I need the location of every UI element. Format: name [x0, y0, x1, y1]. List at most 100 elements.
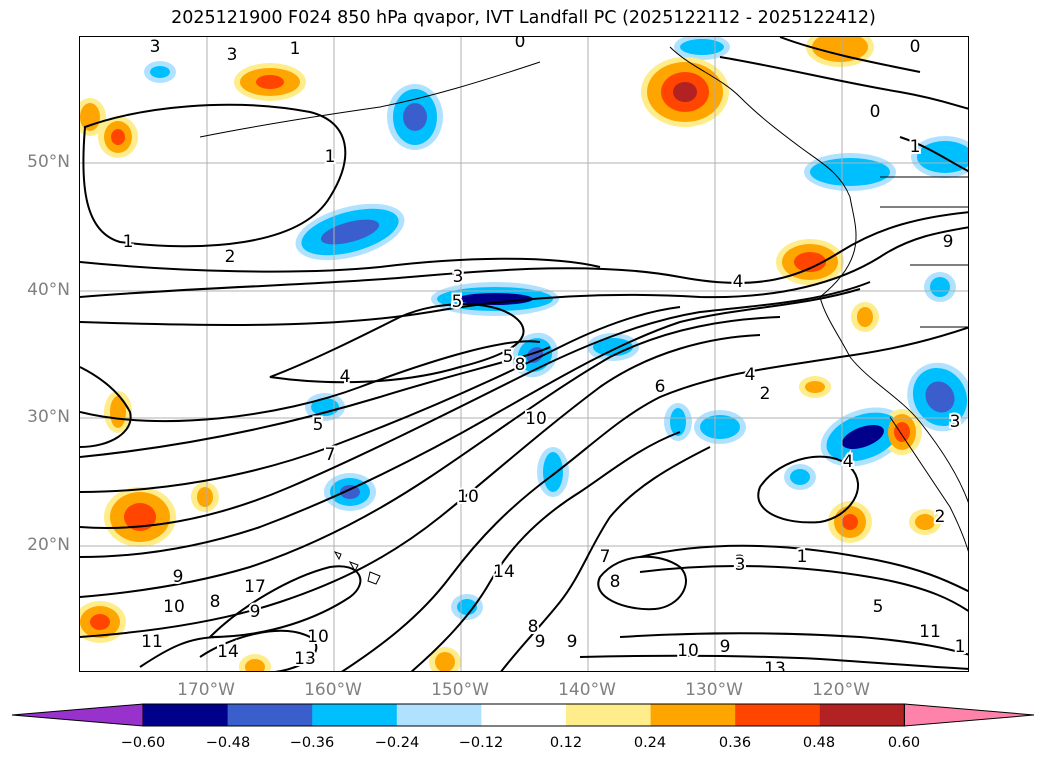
- colorbar-tick-label: −0.24: [374, 735, 420, 751]
- ivt-contour-line: [597, 555, 687, 611]
- colorbar-frame: [142, 703, 905, 727]
- ivt-contour-line: [639, 565, 968, 612]
- qvapor-fill-blob: [857, 307, 873, 327]
- contour-label: 9: [567, 632, 578, 652]
- lat-label: 30°N: [27, 407, 70, 427]
- qvapor-fill-blob: [457, 293, 533, 305]
- contour-label: 0: [870, 102, 881, 122]
- qvapor-fill-blob: [670, 408, 686, 436]
- coastline-path: [889, 416, 968, 552]
- coastline-path: [333, 551, 381, 585]
- qvapor-fill-blob: [812, 37, 868, 62]
- contour-label: 2: [935, 507, 946, 527]
- qvapor-fill-blob: [256, 75, 284, 89]
- contour-label: 5: [452, 292, 463, 312]
- coastline: [199, 46, 968, 585]
- qvapor-fill-blob: [124, 503, 156, 531]
- contour-label: 0: [515, 37, 526, 52]
- ivt-contour-line: [199, 629, 318, 671]
- colorbar-tick-label: 0.60: [887, 735, 921, 751]
- ivt-contour-line: [80, 288, 861, 558]
- colorbar-tick-label: 0.12: [549, 735, 583, 751]
- contour-label: 0: [910, 37, 921, 57]
- qvapor-fill-blob: [457, 599, 477, 615]
- contour-label: 4: [733, 272, 744, 292]
- contour-label: 8: [528, 617, 539, 637]
- ivt-contour-line: [639, 544, 968, 593]
- lon-label: 170°W: [177, 680, 235, 700]
- contour-label: 3: [227, 45, 238, 65]
- contour-label: 9: [535, 632, 546, 652]
- ivt-contour-line: [80, 226, 968, 326]
- colorbar-swatch: [481, 704, 567, 726]
- ivt-contour-line: [139, 636, 221, 668]
- ivt-contour-line: [341, 326, 968, 671]
- contour-label: 5: [313, 415, 324, 435]
- qvapor-fill-blob: [673, 82, 697, 102]
- colorbar-swatch: [312, 704, 398, 726]
- contour-label: 10: [307, 627, 329, 647]
- qvapor-fill-blob: [930, 277, 950, 297]
- colorbar: [11, 703, 1035, 727]
- qvapor-fill-blob: [245, 659, 265, 671]
- ivt-contour-line: [619, 632, 968, 656]
- contour-label: 1: [123, 232, 134, 252]
- colorbar-swatch: [735, 704, 821, 726]
- ivt-contour-line: [82, 103, 347, 248]
- ivt-contour-line: [80, 346, 551, 458]
- qvapor-fill-blob: [894, 422, 910, 442]
- qvapor-fill-blob: [435, 652, 455, 671]
- qvapor-fill-blob: [340, 485, 360, 499]
- ivt-contour-line: [579, 654, 968, 670]
- colorbar-tick-label: 0.48: [802, 735, 836, 751]
- qvapor-fill-blob: [805, 381, 825, 393]
- contour-label: 4: [843, 452, 854, 472]
- contour-label: 7: [325, 445, 336, 465]
- coastline-path: [199, 61, 541, 138]
- coastline-path: [669, 46, 968, 503]
- ivt-contour-line: [899, 136, 968, 173]
- contour-label: 3: [453, 267, 464, 287]
- colorbar-swatch: [396, 704, 482, 726]
- contour-label: 5: [503, 347, 514, 367]
- contour-label: 1: [910, 137, 921, 157]
- ivt-contour-line: [500, 446, 711, 671]
- colorbar-swatch: [143, 704, 229, 726]
- contour-label: 5: [873, 597, 884, 617]
- contour-label: 9: [943, 232, 954, 252]
- ivt-contour-line: [80, 316, 781, 598]
- qvapor-fill-blob: [925, 381, 955, 413]
- qvapor-fill-blob: [150, 66, 170, 78]
- ivt-contour-line: [80, 211, 968, 298]
- contour-label: 8: [610, 572, 621, 592]
- contour-label: 0: [910, 37, 921, 57]
- contour-label: 3: [150, 37, 161, 57]
- colorbar-swatch: [903, 703, 1035, 727]
- contour-label: 8: [515, 355, 526, 375]
- coastline-path: [880, 176, 968, 328]
- contour-label: 3: [735, 555, 746, 575]
- colorbar-swatch: [227, 704, 313, 726]
- qvapor-fill-blob: [543, 452, 563, 492]
- qvapor-fill-blob: [680, 39, 724, 55]
- ivt-contours: [80, 37, 968, 671]
- qvapor-fill-blob: [810, 158, 890, 186]
- ivt-contour-line: [80, 334, 761, 638]
- ivt-contour-line: [779, 37, 921, 73]
- qvapor-fill-blob: [90, 614, 110, 630]
- contour-label: 14: [217, 642, 239, 662]
- qvapor-fill-blob: [842, 514, 858, 530]
- contour-label: 1: [325, 147, 336, 167]
- contour-label: 10: [457, 487, 479, 507]
- ivt-contour-line: [269, 303, 525, 384]
- contour-label: 9: [250, 602, 261, 622]
- lat-label: 40°N: [27, 280, 70, 300]
- colorbar-tick-label: 0.24: [633, 735, 667, 751]
- lon-label: 140°W: [558, 680, 616, 700]
- lon-label: 120°W: [812, 680, 870, 700]
- ivt-contour-line: [209, 565, 362, 638]
- contour-label: 1: [290, 39, 301, 59]
- contour-label: 1: [955, 637, 966, 657]
- colorbar-tick-label: 0.36: [718, 735, 752, 751]
